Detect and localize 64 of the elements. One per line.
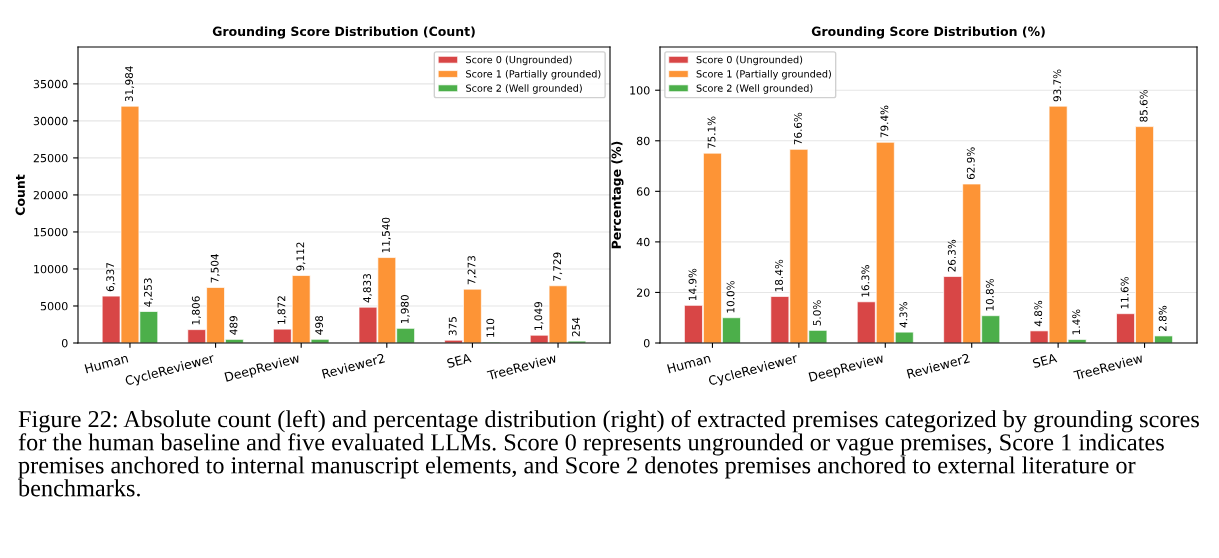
data-label: 1,806 <box>191 296 201 325</box>
data-label: 1,980 <box>400 295 410 324</box>
legend-label: Score 2 (Well grounded) <box>696 84 813 94</box>
data-label: 76.6% <box>794 112 802 145</box>
legend-label: Score 0 (Ungrounded) <box>466 55 572 66</box>
legend-label: Score 0 (Ungrounded) <box>696 55 803 66</box>
data-label: 18.4% <box>775 259 783 292</box>
data-label: 489 <box>229 316 238 335</box>
data-label: 4,833 <box>363 274 373 303</box>
caption: Figure 22: Absolute count (left) and percentage distribution (right) of extracted premises categorized by grounding scores for the human baseline and five evaluated LLMs. Score 0 represents ungrounded or vague premises, Score 1 indicates premises anchored to internal manuscript elements, and Score 2 denotes premises anchored to external literature or benchmarks. <box>18 410 1199 497</box>
data-label: 62.9% <box>966 147 975 180</box>
data-label: 79.4% <box>880 105 889 138</box>
y-tick-label: 30000 <box>33 116 68 126</box>
y-tick-label: 80 <box>636 136 650 146</box>
y-tick-label: 100 <box>630 86 650 95</box>
data-label: 7,729 <box>553 252 563 281</box>
y-axis-title: Count <box>15 174 25 216</box>
x-tick-label: SEA <box>446 352 472 369</box>
x-tick-label: SEA <box>1032 352 1058 369</box>
data-label: 375 <box>448 317 457 336</box>
data-label: 4.8% <box>1034 300 1043 327</box>
legend-label: Score 1 (Partially grounded) <box>466 70 601 80</box>
data-label: 10.0% <box>726 281 735 313</box>
data-label: 16.3% <box>861 265 870 297</box>
data-label: 26.3% <box>947 239 956 272</box>
x-tick-label: Human <box>667 353 711 374</box>
data-label: 93.7% <box>1053 69 1062 102</box>
y-tick-label: 25000 <box>33 153 68 163</box>
y-tick-label: 0 <box>61 338 68 348</box>
data-label: 254 <box>572 317 580 337</box>
y-tick-label: 20 <box>636 288 650 297</box>
y-tick-label: 40 <box>636 237 650 247</box>
data-label: 7,504 <box>210 254 220 283</box>
data-label: 1,049 <box>534 301 544 330</box>
data-label: 75.1% <box>707 116 716 149</box>
chart-title: Grounding Score Distribution (%) <box>811 26 1045 39</box>
data-label: 31,984 <box>125 66 135 102</box>
y-tick-label: 5000 <box>40 301 68 311</box>
data-label: 2.8% <box>1158 305 1167 331</box>
data-label: 6,337 <box>106 262 116 292</box>
data-label: 85.6% <box>1139 89 1148 122</box>
y-axis-title: Percentage (%) <box>611 141 624 249</box>
legend-label: Score 1 (Partially grounded) <box>696 70 831 80</box>
y-tick-label: 0 <box>643 338 650 348</box>
data-label: 11.6% <box>1120 277 1129 309</box>
data-label: 7,273 <box>467 256 477 285</box>
data-label: 110 <box>486 318 495 337</box>
y-tick-label: 10000 <box>34 264 68 274</box>
chart-title: Grounding Score Distribution (Count) <box>212 26 475 39</box>
y-tick-label: 20000 <box>33 190 68 200</box>
data-label: 9,112 <box>296 242 306 271</box>
data-label: 14.9% <box>688 268 697 301</box>
data-label: 4,253 <box>143 278 153 307</box>
data-label: 5.0% <box>813 300 821 326</box>
data-label: 498 <box>315 315 324 335</box>
data-label: 1,872 <box>277 296 287 324</box>
data-label: 4.3% <box>899 302 908 328</box>
data-label: 11,540 <box>381 217 391 253</box>
legend-label: Score 2 (Well grounded) <box>466 84 582 94</box>
y-tick-label: 60 <box>636 187 650 196</box>
data-label: 1.4% <box>1072 309 1081 335</box>
data-label: 10.8% <box>985 279 994 311</box>
y-tick-label: 15000 <box>34 227 68 237</box>
y-tick-label: 35000 <box>33 79 68 89</box>
